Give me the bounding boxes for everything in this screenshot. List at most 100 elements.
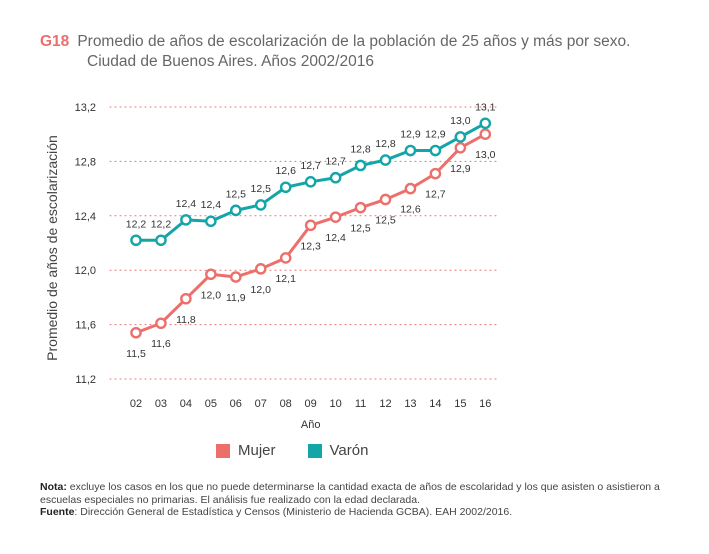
fuente: Fuente: Dirección General de Estadística…	[40, 506, 680, 519]
x-tick-label: 11	[355, 398, 366, 410]
data-label-varon: 12,5	[226, 188, 247, 200]
data-label-mujer: 12,6	[400, 204, 421, 216]
point-mujer	[229, 271, 242, 283]
nota: Nota: excluye los casos en los que no pu…	[40, 481, 680, 506]
y-tick-label: 12,4	[75, 211, 96, 223]
point-mujer	[155, 317, 167, 330]
x-tick-label: 06	[230, 398, 242, 410]
point-varon	[155, 234, 167, 247]
point-varon	[254, 199, 267, 211]
data-label-varon: 12,8	[375, 138, 396, 150]
x-tick-label: 10	[329, 398, 341, 410]
point-varon	[429, 144, 442, 157]
y-axis-title: Promedio de años de escolarización	[44, 135, 60, 361]
y-tick-label: 12,8	[75, 156, 96, 168]
point-varon	[304, 175, 317, 188]
data-label-mujer: 12,9	[450, 163, 471, 175]
data-label-varon: 12,5	[251, 183, 272, 195]
data-label-mujer: 12,1	[275, 273, 296, 285]
data-label-mujer: 12,0	[201, 289, 222, 301]
data-label-mujer: 11,6	[151, 338, 171, 350]
point-mujer	[454, 141, 467, 154]
y-tick-label: 11,2	[75, 374, 96, 386]
data-label-mujer: 12,5	[375, 214, 396, 226]
point-mujer	[205, 268, 217, 281]
legend-label-varon: Varón	[329, 442, 369, 459]
point-mujer	[279, 252, 292, 264]
x-tick-label: 13	[404, 398, 416, 410]
point-mujer	[180, 292, 192, 305]
data-label-mujer: 12,0	[251, 284, 272, 296]
title-line-2: Ciudad de Buenos Aires. Años 2002/2016	[87, 53, 374, 70]
point-varon	[229, 204, 242, 217]
point-mujer	[479, 128, 492, 140]
point-varon	[205, 215, 217, 228]
x-tick-label: 15	[454, 398, 466, 410]
point-mujer	[354, 201, 367, 214]
data-label-varon: 12,4	[201, 199, 222, 211]
x-tick-label: 02	[130, 398, 142, 410]
x-tick-label: 05	[205, 398, 217, 410]
data-label-varon: 12,6	[275, 165, 296, 177]
line-chart: 11,2 11,6 12,0 12,4 12,8 13,2 02 03 04 05 06 07 08 09…	[44, 101, 501, 431]
data-label-mujer: 12,5	[350, 223, 371, 235]
y-tick-label: 13,2	[75, 102, 96, 114]
nota-label: Nota:	[40, 481, 67, 493]
data-label-mujer: 11,9	[226, 292, 246, 304]
nota-text: excluye los casos en los que no puede de…	[40, 481, 660, 506]
fuente-text: : Dirección General de Estadística y Cen…	[74, 506, 513, 518]
x-tick-label: 03	[155, 398, 167, 410]
point-varon	[354, 159, 367, 172]
point-varon	[454, 131, 467, 143]
data-label-varon: 12,8	[350, 143, 371, 155]
data-label-varon: 12,2	[151, 218, 172, 230]
point-mujer	[404, 182, 417, 195]
point-mujer	[329, 211, 342, 223]
point-varon	[180, 214, 192, 226]
data-label-mujer: 12,3	[300, 240, 321, 252]
y-tick-label: 12,0	[75, 265, 96, 277]
point-mujer	[379, 193, 392, 206]
x-tick-label: 14	[429, 398, 441, 410]
point-mujer	[254, 263, 267, 275]
x-tick-label: 12	[379, 398, 391, 410]
data-label-varon: 13,1	[475, 101, 496, 113]
legend-label-mujer: Mujer	[238, 442, 276, 459]
data-label-varon: 12,4	[176, 198, 197, 210]
legend-swatch-mujer	[216, 443, 230, 458]
data-label-mujer: 12,4	[325, 232, 346, 244]
data-label-mujer: 11,8	[176, 314, 196, 326]
legend: Mujer Varón	[216, 442, 400, 459]
x-axis-title: Año	[301, 419, 321, 431]
y-tick-label: 11,6	[75, 320, 96, 332]
data-label-varon: 12,7	[325, 156, 346, 168]
data-label-varon: 12,9	[400, 129, 421, 141]
data-label-varon: 12,9	[425, 129, 446, 141]
point-mujer	[304, 219, 317, 232]
point-varon	[479, 117, 492, 130]
data-label-mujer: 11,5	[126, 348, 146, 360]
data-label-varon: 12,2	[126, 218, 147, 230]
point-varon	[329, 171, 342, 184]
point-mujer	[429, 167, 442, 180]
point-varon	[404, 144, 417, 157]
title-line-1: Promedio de años de escolarización de la…	[77, 33, 631, 50]
x-tick-label: 09	[305, 398, 317, 410]
point-varon	[379, 154, 392, 166]
x-tick-label: 04	[180, 398, 192, 410]
fuente-label: Fuente	[40, 506, 75, 518]
x-tick-label: 07	[255, 398, 267, 410]
data-label-mujer: 12,7	[425, 189, 446, 201]
x-tick-label: 16	[479, 398, 491, 410]
data-label-varon: 12,7	[300, 160, 321, 172]
point-varon	[279, 181, 292, 194]
legend-swatch-varon	[307, 443, 322, 458]
point-mujer	[130, 326, 142, 339]
data-label-varon: 13,0	[450, 115, 471, 127]
data-label-mujer: 13,0	[475, 149, 496, 161]
notes: Nota: excluye los casos en los que no pu…	[40, 481, 680, 519]
chart-title: G18 Promedio de años de escolarización de…	[40, 32, 700, 70]
legend-item-varon: Varón	[307, 442, 369, 459]
x-tick-label: 08	[280, 398, 292, 410]
figure-code: G18	[40, 33, 70, 50]
